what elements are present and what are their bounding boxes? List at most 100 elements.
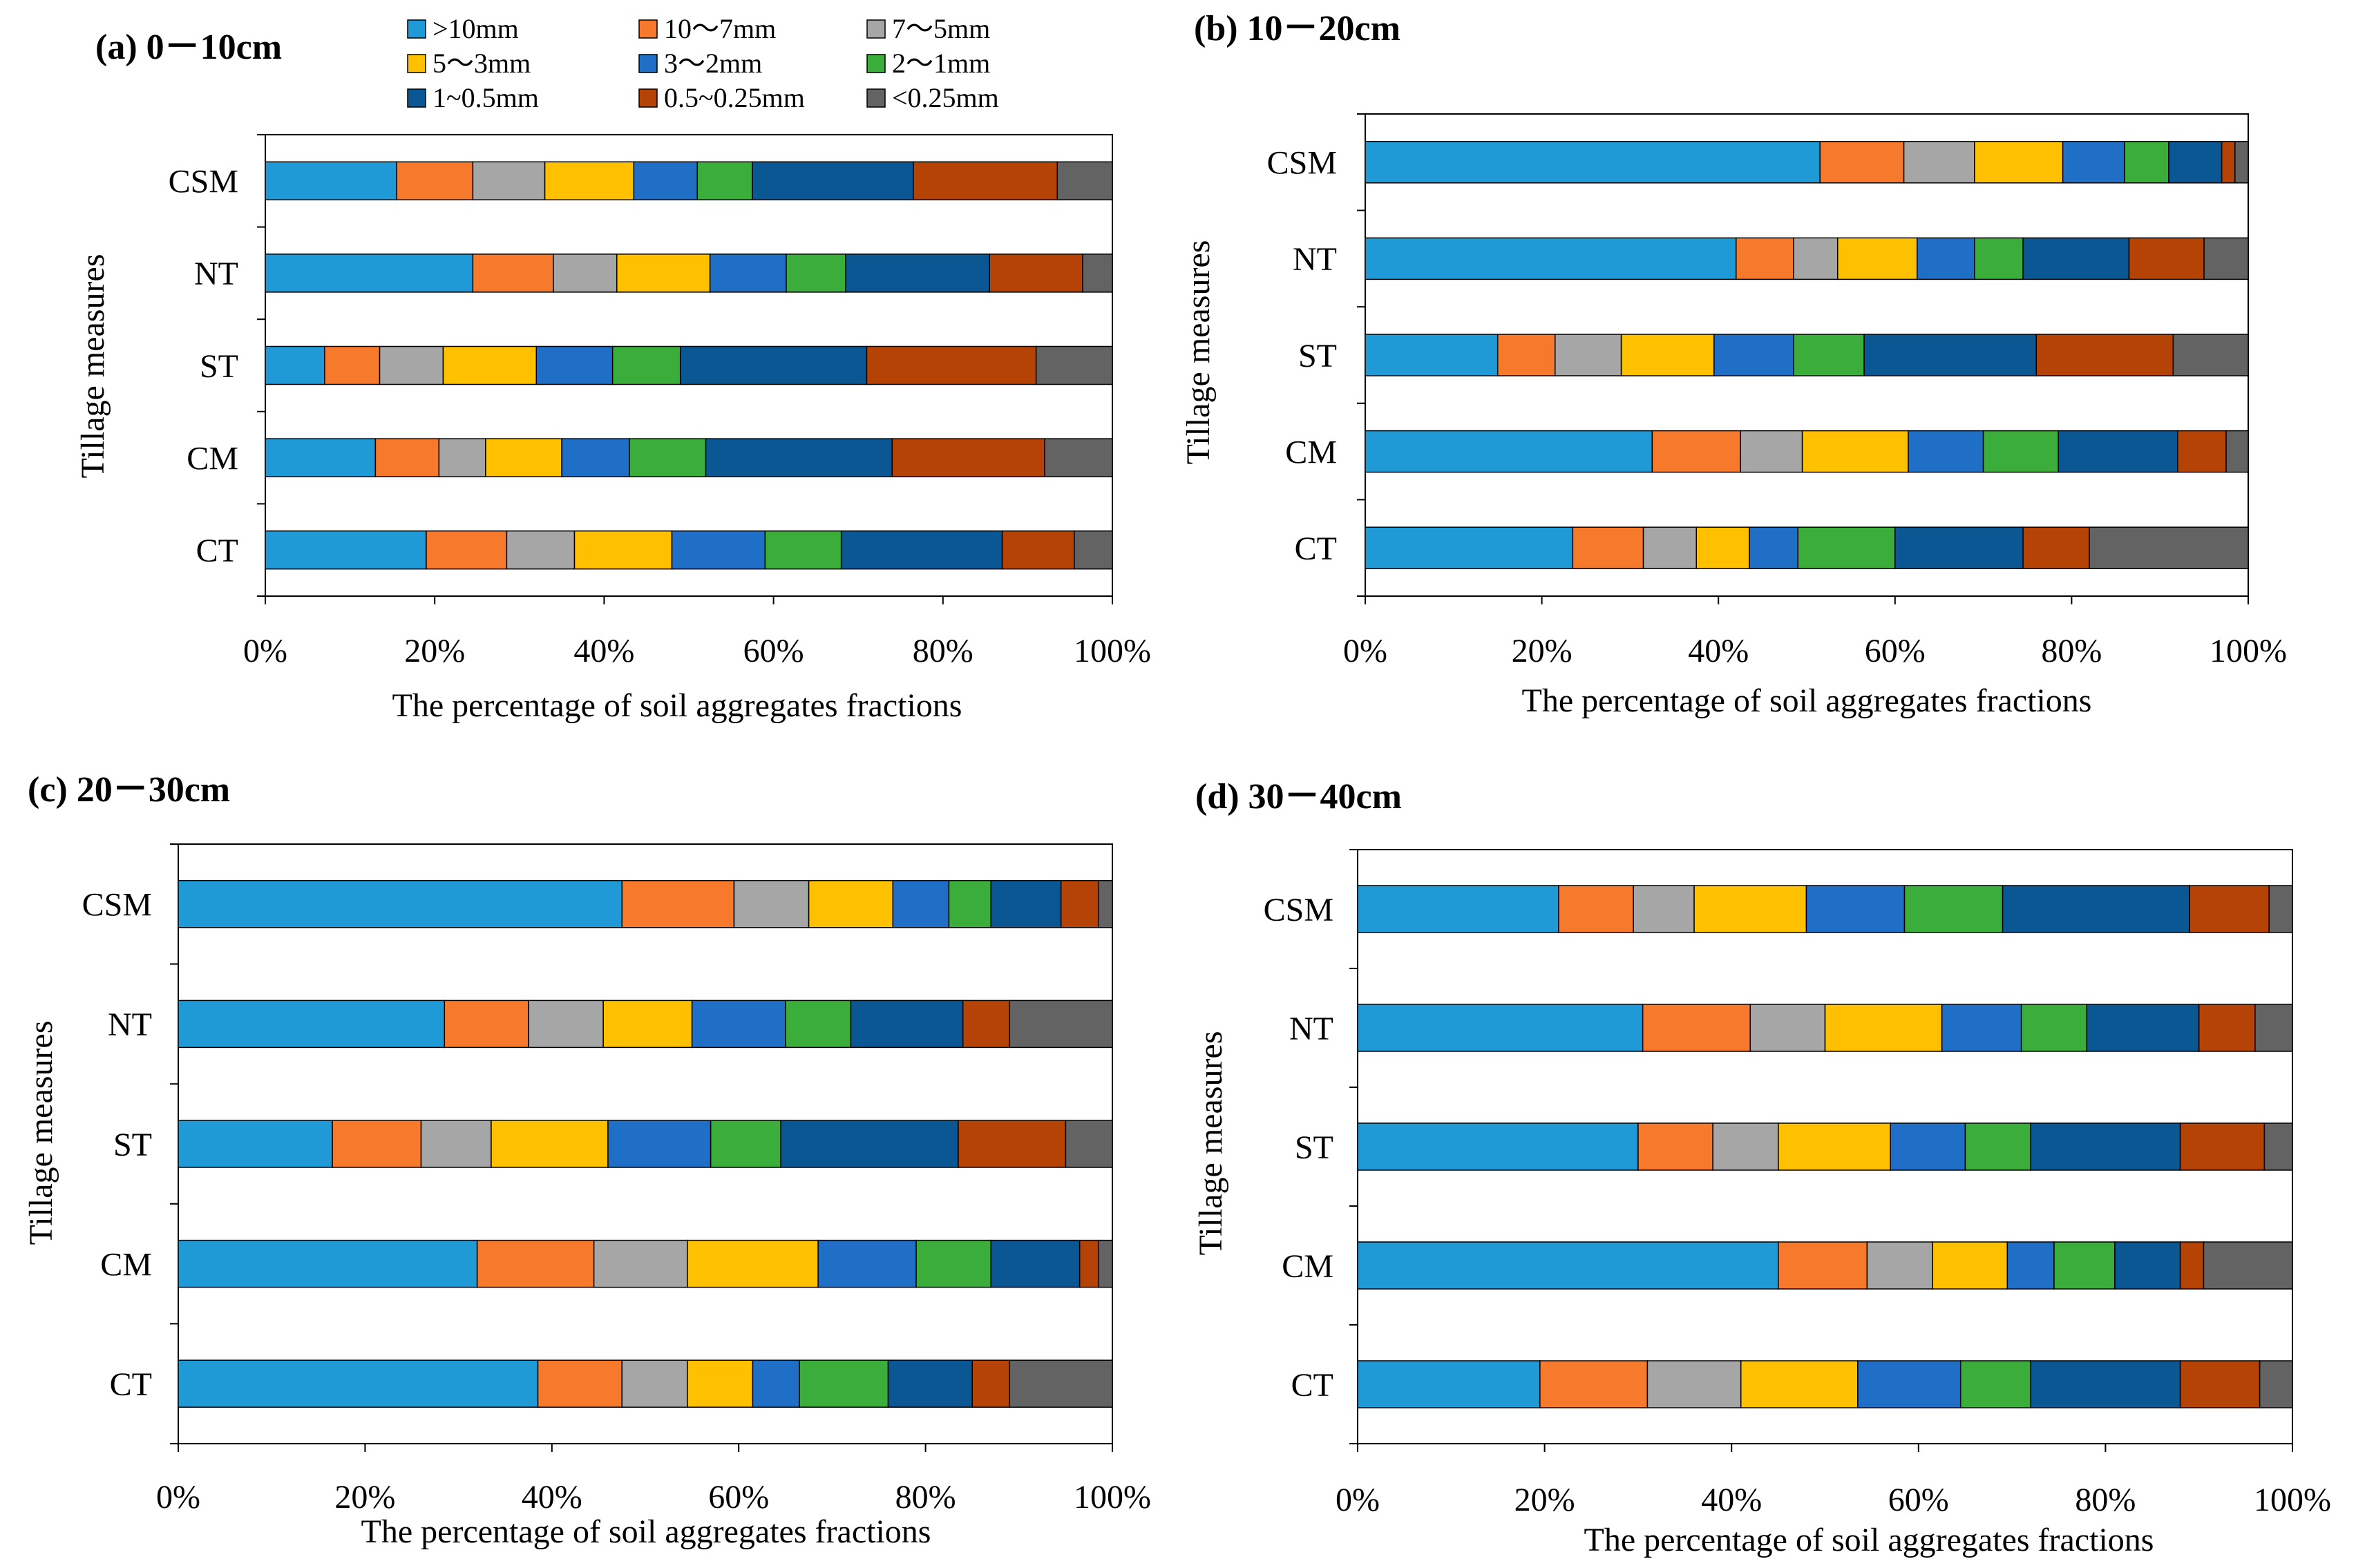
chart-title: (d) 30－40cm	[1195, 777, 1402, 816]
bar-segment-nt-s8	[962, 1000, 1011, 1049]
bar-segment-cm-s5	[1908, 430, 1984, 473]
bar-segment-ct-s4	[687, 1359, 754, 1408]
category-label-csm: CSM	[82, 887, 152, 924]
bar-segment-ct-s8	[2022, 526, 2090, 569]
bar-segment-nt-s4	[616, 254, 711, 293]
bar-segment-cm-s2	[1778, 1241, 1868, 1290]
bar-segment-st-s6	[710, 1120, 781, 1168]
category-label-nt: NT	[1293, 241, 1337, 278]
legend-swatch	[866, 54, 886, 73]
bar-segment-ct-s9	[2259, 1360, 2293, 1408]
bar-segment-ct-s2	[537, 1359, 623, 1408]
bar-segment-st-s9	[2172, 334, 2249, 376]
bar-segment-nt-s9	[2254, 1004, 2293, 1052]
bar-segment-csm-s4	[1974, 141, 2064, 184]
bar-segment-nt-s7	[850, 1000, 964, 1049]
bar-segment-nt-s2	[444, 1000, 529, 1049]
x-tick-label: 0%	[1343, 633, 1387, 669]
bar-segment-st-s2	[332, 1120, 422, 1168]
bar-segment-csm-s1	[265, 161, 397, 201]
bar-segment-ct-s9	[1074, 530, 1113, 570]
bar-segment-cm-s9	[2225, 430, 2249, 473]
bar-segment-nt-s8	[2198, 1004, 2256, 1052]
bar-segment-nt-s7	[845, 254, 990, 293]
bar-segment-csm-s5	[1805, 885, 1906, 933]
bar-segment-csm-s8	[1060, 880, 1099, 928]
x-tick-label: 60%	[743, 633, 804, 669]
x-tick-label: 60%	[1888, 1482, 1949, 1518]
bar-segment-st-s9	[2263, 1122, 2293, 1171]
bar-segment-ct-s4	[1695, 526, 1750, 569]
bar-segment-ct-s6	[1797, 526, 1896, 569]
x-tick-label: 0%	[156, 1479, 200, 1516]
y-axis-label: Tillage measures	[75, 254, 111, 479]
bar-segment-cm-s3	[1740, 430, 1803, 473]
bar-segment-ct-s8	[2179, 1360, 2261, 1408]
bar-segment-csm-s1	[178, 880, 623, 928]
legend-swatch	[407, 88, 426, 108]
chart-panel-2: (b) 10－20cm Tillage measures The percentag…	[1180, 9, 2287, 719]
bar-segment-nt-s2	[1642, 1004, 1751, 1052]
bar-segment-ct-s2	[1539, 1360, 1649, 1408]
legend-swatch	[638, 54, 658, 73]
bar-segment-nt-s8	[2128, 237, 2205, 280]
bar-segment-cm-s2	[1651, 430, 1741, 473]
bar-segment-csm-s7	[990, 880, 1062, 928]
x-tick-label: 20%	[334, 1479, 395, 1516]
category-label-st: ST	[1298, 338, 1337, 374]
bar-segment-csm-s7	[2002, 885, 2190, 933]
bar-segment-cm-s7	[2114, 1241, 2181, 1290]
bar-segment-ct-s4	[1740, 1360, 1859, 1408]
x-tick-label: 80%	[2075, 1482, 2136, 1518]
bar-segment-ct-s3	[1646, 1360, 1742, 1408]
bar-segment-ct-s7	[887, 1359, 973, 1408]
chart-title: (c) 20－30cm	[28, 770, 230, 810]
bar-segment-nt-s5	[709, 254, 787, 293]
bar-segment-st-s4	[1778, 1122, 1891, 1171]
bar-segment-ct-s9	[2089, 526, 2249, 569]
bar-segment-nt-s3	[528, 1000, 604, 1049]
bar-segment-ct-s1	[1357, 1360, 1541, 1408]
bar-segment-st-s4	[491, 1120, 609, 1168]
bar-segment-ct-s7	[840, 530, 1003, 570]
bar-segment-cm-s5	[2006, 1241, 2055, 1290]
x-tick-label: 20%	[404, 633, 465, 669]
bar-segment-st-s3	[1712, 1122, 1779, 1171]
bar-segment-nt-s9	[2203, 237, 2249, 280]
bar-segment-csm-s9	[1097, 880, 1113, 928]
bar-segment-cm-s1	[1365, 430, 1653, 473]
bar-segment-nt-s2	[1736, 237, 1794, 280]
legend-swatch	[866, 88, 886, 108]
legend-swatch	[638, 19, 658, 39]
bar-segment-cm-s4	[1932, 1241, 2008, 1290]
bar-segment-cm-s4	[485, 438, 562, 477]
bar-segment-st-s1	[178, 1120, 333, 1168]
bar-segment-nt-s2	[472, 254, 554, 293]
bar-segment-csm-s6	[948, 880, 991, 928]
category-label-ct: CT	[1295, 530, 1337, 567]
bar-segment-ct-s6	[799, 1359, 889, 1408]
x-axis-label: The percentage of soil aggregates fracti…	[392, 687, 962, 724]
category-label-csm: CSM	[1264, 892, 1333, 928]
category-label-nt: NT	[108, 1006, 152, 1043]
bar-segment-nt-s6	[2020, 1004, 2088, 1052]
chart-panel-1: (a) 0－10cm Tillage measures The percentage…	[75, 28, 1151, 724]
bar-segment-st-s1	[1365, 334, 1499, 376]
x-tick-label: 20%	[1514, 1482, 1575, 1518]
legend-swatch	[407, 54, 426, 73]
x-tick-label: 100%	[2210, 633, 2287, 669]
x-tick-label: 40%	[573, 633, 634, 669]
bar-segment-st-s8	[866, 345, 1037, 385]
bar-segment-cm-s6	[1982, 430, 2059, 473]
legend-swatch	[866, 19, 886, 39]
bar-segment-ct-s8	[1001, 530, 1075, 570]
bar-segment-nt-s4	[1836, 237, 1918, 280]
chart-title: (b) 10－20cm	[1194, 9, 1400, 48]
bar-segment-csm-s2	[1558, 885, 1634, 933]
bar-segment-cm-s1	[1357, 1241, 1779, 1290]
bar-segment-nt-s4	[602, 1000, 693, 1049]
legend-label: >10mm	[433, 13, 519, 44]
bar-segment-cm-s5	[561, 438, 630, 477]
bar-segment-csm-s5	[633, 161, 699, 201]
